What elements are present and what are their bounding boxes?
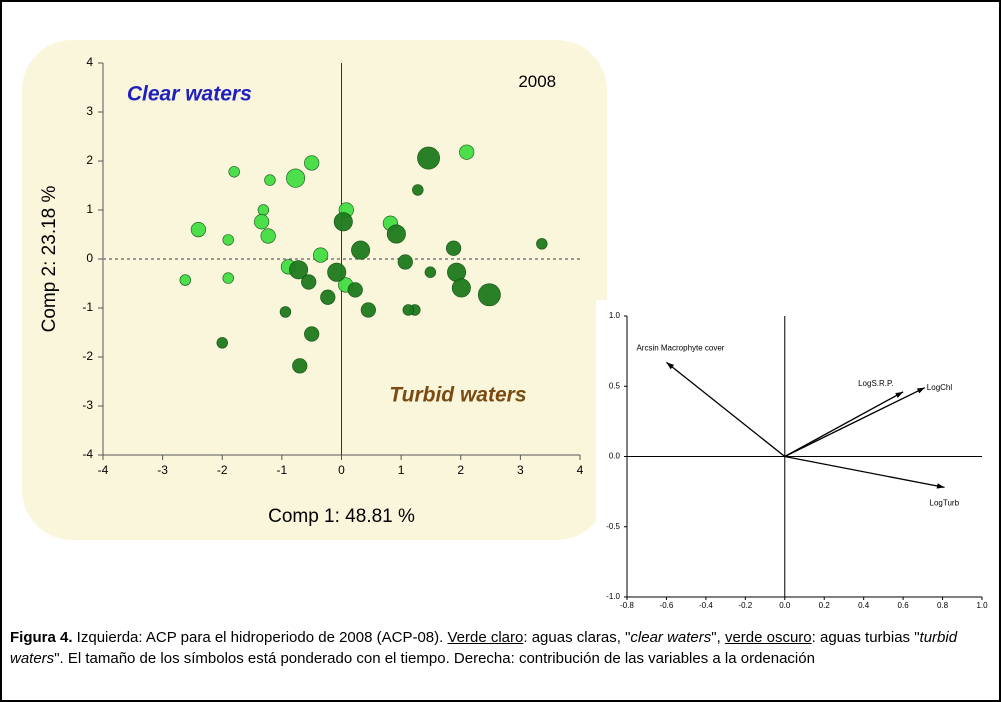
bubble bbox=[451, 278, 471, 298]
y-tick-label: -3 bbox=[82, 398, 93, 412]
x-tick-label: 0 bbox=[338, 463, 345, 477]
y-tick-label: 0 bbox=[86, 251, 93, 265]
x-tick-label: 4 bbox=[577, 463, 584, 477]
x-tick-label: -4 bbox=[98, 463, 109, 477]
x-tick-label: -0.2 bbox=[738, 601, 752, 610]
panel bbox=[22, 40, 607, 540]
y-tick-label: 1 bbox=[86, 202, 93, 216]
arrow-head bbox=[936, 483, 945, 489]
bubble bbox=[347, 282, 363, 298]
bubble bbox=[459, 144, 475, 160]
caption-text: ", bbox=[711, 629, 725, 646]
bubble bbox=[190, 222, 206, 238]
x-tick-label: 1 bbox=[398, 463, 405, 477]
bubble bbox=[320, 289, 336, 305]
caption-text: verde oscuro bbox=[724, 629, 812, 646]
bubble bbox=[424, 266, 437, 278]
x-tick-label: -0.6 bbox=[660, 601, 674, 610]
x-tick-label: -0.8 bbox=[620, 601, 634, 610]
y-tick-label: 1.0 bbox=[609, 311, 621, 320]
caption: Figura 4. Izquierda: ACP para el hidrope… bbox=[10, 627, 985, 669]
bubble bbox=[445, 240, 462, 256]
arrow-head bbox=[895, 391, 904, 398]
x-tick-label: -0.4 bbox=[699, 601, 713, 610]
y-tick-label: 0.0 bbox=[609, 452, 621, 461]
annotation: 2008 bbox=[518, 72, 556, 91]
bubble bbox=[216, 337, 228, 349]
x-tick-label: 2 bbox=[457, 463, 464, 477]
y-tick-label: -1 bbox=[82, 300, 93, 314]
arrow-head bbox=[666, 362, 675, 370]
vector-label: LogChl bbox=[927, 383, 953, 392]
bubble bbox=[536, 238, 548, 250]
bubble bbox=[417, 146, 440, 170]
y-tick-label: 2 bbox=[86, 153, 93, 167]
caption-text: Izquierda: ACP para el hidroperiodo de 2… bbox=[72, 629, 448, 646]
arrow-head bbox=[916, 387, 925, 394]
bubble bbox=[286, 168, 306, 188]
y-tick-label: -0.5 bbox=[606, 522, 620, 531]
y-tick-label: -4 bbox=[82, 447, 93, 461]
bubble bbox=[228, 166, 240, 178]
caption-text: Verde claro bbox=[447, 629, 524, 646]
bubble bbox=[313, 247, 329, 263]
bubble bbox=[351, 240, 371, 260]
caption-text: : aguas turbias " bbox=[811, 629, 920, 646]
x-tick-label: 0.0 bbox=[779, 601, 791, 610]
vector bbox=[784, 391, 904, 458]
caption-text: ". El tamaño de los símbolos está ponder… bbox=[54, 650, 815, 667]
bubble bbox=[477, 283, 501, 307]
vector bbox=[784, 455, 945, 489]
vector-label: LogTurb bbox=[930, 499, 960, 508]
x-tick-label: 0.8 bbox=[937, 601, 949, 610]
bubble bbox=[254, 214, 270, 230]
bubble bbox=[260, 228, 276, 244]
x-tick-label: 0.2 bbox=[819, 601, 831, 610]
bubble bbox=[222, 234, 234, 246]
y-tick-label: 4 bbox=[86, 55, 93, 69]
bubble bbox=[304, 326, 320, 342]
caption-text: turbid waters bbox=[10, 629, 958, 667]
annotation: Turbid waters bbox=[389, 384, 526, 407]
x-tick-label: -1 bbox=[277, 463, 288, 477]
bubble bbox=[292, 358, 308, 374]
bubble bbox=[179, 274, 191, 286]
x-tick-label: -3 bbox=[157, 463, 168, 477]
y-tick-label: 3 bbox=[86, 104, 93, 118]
bubble bbox=[222, 272, 234, 284]
bubble bbox=[304, 155, 320, 171]
vector-label: Arcsin Macrophyte cover bbox=[636, 343, 724, 352]
bubble bbox=[412, 184, 424, 196]
annotation: Clear waters bbox=[127, 82, 252, 105]
bubble bbox=[360, 302, 376, 318]
bubble bbox=[327, 262, 347, 282]
vector-label: LogS.R.P. bbox=[858, 379, 893, 388]
vector bbox=[784, 387, 926, 458]
x-tick-label: 1.0 bbox=[976, 601, 988, 610]
bubble bbox=[279, 306, 292, 318]
bubble bbox=[257, 204, 270, 216]
y-tick-label: 0.5 bbox=[609, 381, 621, 390]
y-tick-label: -1.0 bbox=[606, 592, 620, 601]
bubble bbox=[301, 274, 317, 290]
y-axis-label: Comp 2: 23.18 % bbox=[39, 185, 60, 332]
x-tick-label: 3 bbox=[517, 463, 524, 477]
y-tick-label: -2 bbox=[82, 349, 93, 363]
caption-text: Figura 4. bbox=[10, 629, 73, 646]
bubble bbox=[289, 260, 309, 280]
vector bbox=[666, 361, 786, 458]
caption-text: : aguas claras, " bbox=[523, 629, 631, 646]
bubble bbox=[333, 212, 353, 232]
x-tick-label: 0.6 bbox=[898, 601, 910, 610]
bubble bbox=[397, 254, 413, 270]
x-axis-label: Comp 1: 48.81 % bbox=[268, 506, 415, 527]
bubble bbox=[264, 174, 276, 186]
x-tick-label: -2 bbox=[217, 463, 228, 477]
bubble bbox=[402, 304, 414, 316]
x-tick-label: 0.4 bbox=[858, 601, 870, 610]
caption-text: clear waters bbox=[630, 629, 712, 646]
bubble bbox=[386, 224, 406, 244]
